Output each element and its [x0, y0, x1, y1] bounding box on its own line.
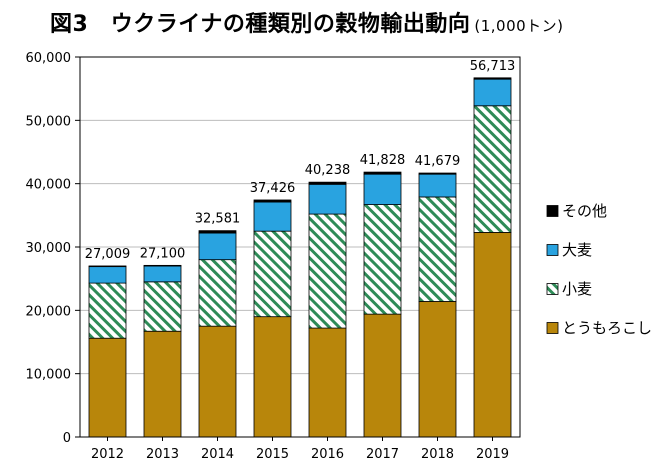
- total-label: 27,009: [85, 247, 131, 262]
- legend-label: とうもろこし: [562, 319, 652, 337]
- bar-segment: [308, 213, 347, 329]
- x-tick-label: 2017: [366, 447, 399, 462]
- y-tick-label: 20,000: [26, 304, 72, 319]
- chart-title-text: 図3 ウクライナの種類別の穀物輸出動向: [50, 12, 471, 37]
- bar-segment: [473, 105, 512, 233]
- bar-segment: [418, 196, 457, 302]
- bar-segment: [473, 78, 512, 107]
- y-tick-label: 50,000: [26, 114, 72, 129]
- bar-segment: [198, 230, 237, 234]
- x-tick-label: 2018: [421, 447, 454, 462]
- y-tick-label: 40,000: [26, 178, 72, 193]
- y-tick-label: 0: [63, 431, 71, 446]
- chart-unit: (1,000トン): [474, 17, 564, 35]
- total-label: 41,679: [415, 154, 461, 169]
- total-label: 27,100: [140, 246, 186, 261]
- bar-segment: [418, 173, 457, 198]
- bar-segment: [198, 325, 237, 438]
- bar-segment: [143, 281, 182, 332]
- y-tick-label: 30,000: [26, 241, 72, 256]
- chart-title: 図3 ウクライナの種類別の穀物輸出動向 (1,000トン): [50, 6, 564, 38]
- legend-swatch: [546, 244, 559, 256]
- bar-segment: [418, 172, 457, 175]
- x-tick-label: 2016: [311, 447, 344, 462]
- bar-segment: [363, 173, 402, 205]
- x-tick-label: 2013: [146, 447, 179, 462]
- x-tick-label: 2015: [256, 447, 289, 462]
- bar-segment: [88, 266, 127, 284]
- bar-segment: [143, 330, 182, 438]
- bar-segment: [418, 301, 457, 438]
- bar-segment: [473, 232, 512, 438]
- bar-segment: [143, 264, 182, 267]
- bar-segment: [88, 265, 127, 268]
- bar-segment: [363, 313, 402, 438]
- total-label: 32,581: [195, 212, 241, 227]
- bar-segment: [308, 181, 347, 185]
- legend-swatch: [546, 322, 559, 334]
- bar-segment: [143, 265, 182, 283]
- bar-segment: [88, 337, 127, 438]
- x-tick-label: 2014: [201, 447, 234, 462]
- bar-segment: [253, 201, 292, 232]
- x-tick-label: 2012: [91, 447, 124, 462]
- bar-segment: [253, 230, 292, 318]
- total-label: 41,828: [360, 153, 406, 168]
- bar-segment: [473, 77, 512, 80]
- total-label: 40,238: [305, 163, 351, 178]
- legend-label: その他: [562, 202, 607, 220]
- bar-segment: [198, 232, 237, 261]
- legend-swatch: [546, 283, 559, 295]
- total-label: 56,713: [470, 59, 516, 74]
- bar-segment: [88, 282, 127, 339]
- bar-segment: [363, 204, 402, 315]
- bar-segment: [253, 199, 292, 203]
- bar-segment: [363, 171, 402, 175]
- legend-label: 大麦: [562, 241, 592, 259]
- y-tick-label: 10,000: [26, 368, 72, 383]
- legend-swatch: [546, 205, 559, 217]
- bar-segment: [253, 316, 292, 438]
- x-tick-label: 2019: [476, 447, 509, 462]
- y-tick-label: 60,000: [26, 51, 72, 66]
- bar-segment: [308, 327, 347, 438]
- legend-label: 小麦: [562, 280, 592, 298]
- total-label: 37,426: [250, 181, 296, 196]
- bar-segment: [198, 259, 237, 327]
- bar-segment: [308, 183, 347, 215]
